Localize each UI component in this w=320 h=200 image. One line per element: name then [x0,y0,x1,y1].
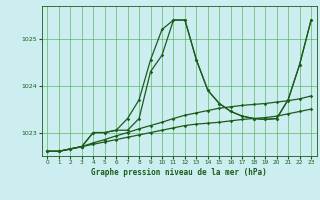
X-axis label: Graphe pression niveau de la mer (hPa): Graphe pression niveau de la mer (hPa) [91,168,267,177]
